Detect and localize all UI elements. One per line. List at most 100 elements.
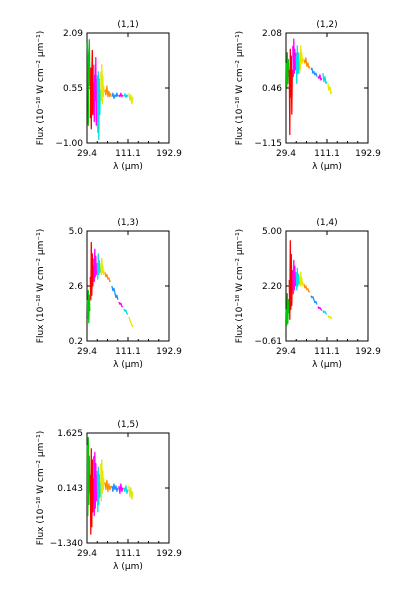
y-axis-label: Flux (10⁻¹⁸ W cm⁻² μm⁻¹)	[36, 431, 46, 545]
y-axis-label: Flux (10⁻¹⁸ W cm⁻² μm⁻¹)	[36, 229, 46, 343]
spectrum-segment-7	[111, 483, 119, 493]
spectrum-segment-10	[327, 315, 333, 319]
x-axis-label: λ (μm)	[113, 562, 143, 572]
spectrum-segment-4	[96, 466, 101, 513]
spectrum-segment-5	[100, 64, 105, 105]
spectrum-segment-2	[288, 240, 293, 320]
spectrum-segment-10	[327, 83, 333, 95]
y-tick-label: 2.6	[69, 282, 84, 292]
x-tick-label: 111.1	[314, 149, 340, 159]
spectrum-segment-9	[123, 485, 129, 494]
spectrum-segment-10	[128, 485, 134, 500]
spectrum-segment-8	[317, 74, 323, 81]
spectrum-segment-8	[118, 92, 124, 98]
y-tick-label: 0.46	[262, 84, 282, 94]
x-tick-label: 111.1	[115, 149, 141, 159]
spectrum-segment-3	[292, 38, 297, 78]
x-tick-label: 192.9	[355, 347, 381, 357]
spectrum-segment-6	[104, 272, 111, 283]
y-tick-label: 2.20	[262, 282, 282, 292]
panel-title: (1,4)	[316, 218, 337, 228]
x-tick-label: 29.4	[77, 549, 97, 559]
spectrum-segment-8	[118, 483, 124, 494]
spectrum-segment-7	[310, 295, 318, 305]
x-tick-label: 111.1	[314, 347, 340, 357]
spectrum-segment-6	[303, 57, 311, 69]
spectrum-segment-1	[86, 436, 91, 517]
spectrum-segment-4	[96, 253, 101, 280]
spectrum-segment-1	[285, 52, 290, 88]
x-axis-label: λ (μm)	[113, 162, 143, 172]
spectrum-segment-10	[128, 93, 134, 105]
spectrum-segment-6	[303, 283, 310, 293]
spectrum-segment-6	[104, 85, 112, 98]
spectrum-segment-9	[322, 310, 328, 315]
x-tick-label: 192.9	[156, 149, 182, 159]
x-tick-label: 111.1	[115, 549, 141, 559]
spectrum-segment-2	[288, 48, 293, 136]
spectrum-segment-9	[123, 308, 129, 316]
plot-frame	[86, 230, 170, 342]
spectrum-segment-1	[285, 293, 290, 326]
y-tick-label: 0.55	[63, 84, 83, 94]
y-axis-label: Flux (10⁻¹⁸ W cm⁻² μm⁻¹)	[235, 229, 245, 343]
spectrum-segment-7	[111, 285, 119, 300]
spectrum-segment-4	[295, 267, 300, 291]
y-tick-label: 2.08	[262, 29, 282, 39]
y-tick-label: −1.15	[254, 139, 282, 149]
x-axis-label: λ (μm)	[312, 360, 342, 370]
y-tick-label: 0.143	[57, 484, 83, 494]
y-axis-label: Flux (10⁻¹⁸ W cm⁻² μm⁻¹)	[235, 31, 245, 145]
panel-3: (1,3) 5.0 2.6 0.229.4 111.1 192.9 λ (μm) Flux (…	[36, 218, 182, 370]
x-tick-label: 192.9	[156, 549, 182, 559]
spectrum-segment-3	[93, 451, 98, 517]
y-axis-label: Flux (10⁻¹⁸ W cm⁻² μm⁻¹)	[36, 31, 46, 145]
x-tick-label: 29.4	[77, 347, 97, 357]
spectrum-segment-1	[86, 39, 91, 126]
panel-title: (1,3)	[117, 218, 138, 228]
x-tick-label: 29.4	[276, 347, 296, 357]
y-tick-label: 0.2	[69, 337, 83, 347]
spectrum-segment-5	[299, 271, 304, 287]
y-tick-label: 2.09	[63, 29, 83, 39]
spectrum-segment-2	[89, 241, 94, 301]
spectrum-segment-6	[104, 479, 112, 493]
x-tick-label: 192.9	[355, 149, 381, 159]
spectrum-segment-8	[317, 306, 323, 311]
plot-frame	[285, 32, 369, 144]
spectrum-segment-9	[322, 73, 328, 85]
spectrum-segment-3	[93, 56, 98, 126]
spectrum-segment-5	[100, 459, 105, 502]
panel-title: (1,1)	[117, 20, 138, 30]
spectrum-segment-5	[100, 257, 105, 276]
spectrum-segment-2	[89, 49, 94, 130]
y-tick-label: 5.0	[69, 227, 84, 237]
spectrum-segment-2	[89, 448, 94, 535]
spectrum-segment-5	[299, 45, 304, 71]
spectrum-segment-7	[310, 67, 318, 77]
x-tick-label: 29.4	[77, 149, 97, 159]
y-tick-label: −1.340	[50, 539, 84, 549]
spectrum-segment-4	[96, 71, 101, 141]
spectrum-segment-4	[295, 45, 300, 85]
spectrum-segment-3	[93, 248, 98, 283]
spectrum-segment-10	[128, 316, 134, 328]
x-tick-label: 192.9	[156, 347, 182, 357]
panel-title: (1,5)	[117, 420, 138, 430]
spectrum-segment-9	[123, 93, 129, 99]
x-tick-label: 29.4	[276, 149, 296, 159]
spectrum-segment-1	[86, 289, 91, 324]
x-axis-label: λ (μm)	[312, 162, 342, 172]
y-tick-label: 5.00	[262, 227, 282, 237]
y-tick-label: −1.00	[55, 139, 83, 149]
spectrum-segment-3	[292, 259, 297, 295]
y-tick-label: 1.625	[57, 429, 83, 439]
panel-title: (1,2)	[316, 20, 337, 30]
x-tick-label: 111.1	[115, 347, 141, 357]
spectrum-segment-8	[118, 301, 123, 308]
